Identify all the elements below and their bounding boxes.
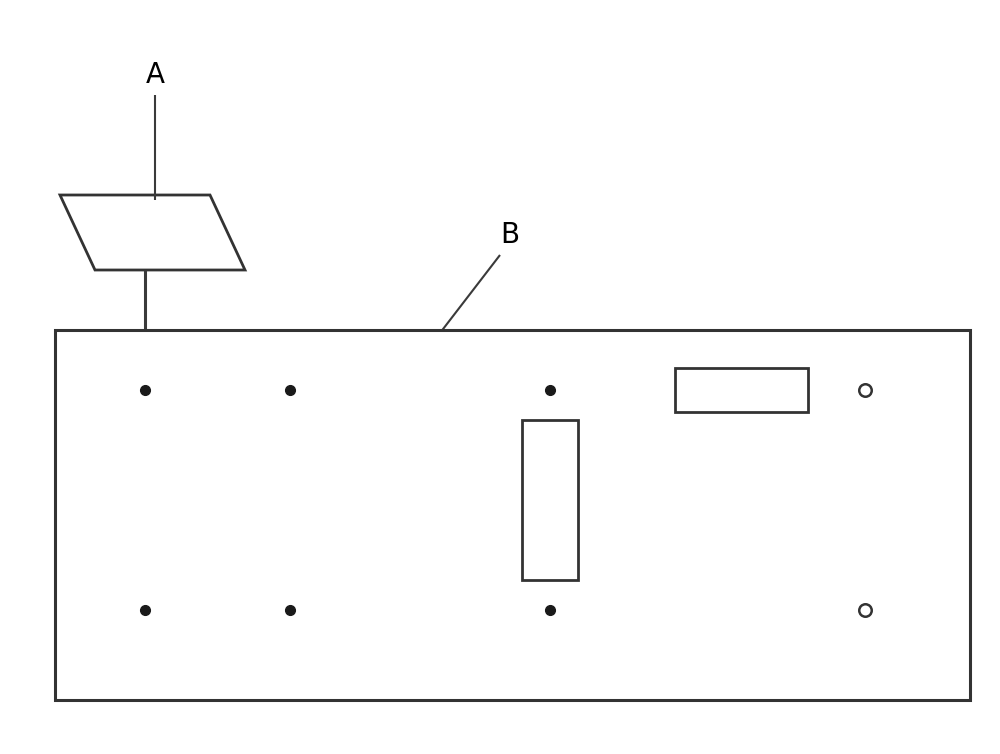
Text: C1: C1 <box>158 415 191 439</box>
Bar <box>55 330 970 700</box>
Bar <box>675 368 808 412</box>
Text: A: A <box>146 61 164 89</box>
Text: R2: R2 <box>716 430 749 454</box>
Text: R1: R1 <box>578 455 611 479</box>
Text: B: B <box>500 221 520 249</box>
Bar <box>522 420 578 580</box>
Text: C2: C2 <box>300 415 333 439</box>
Polygon shape <box>60 195 245 270</box>
Text: OUT: OUT <box>900 387 956 413</box>
